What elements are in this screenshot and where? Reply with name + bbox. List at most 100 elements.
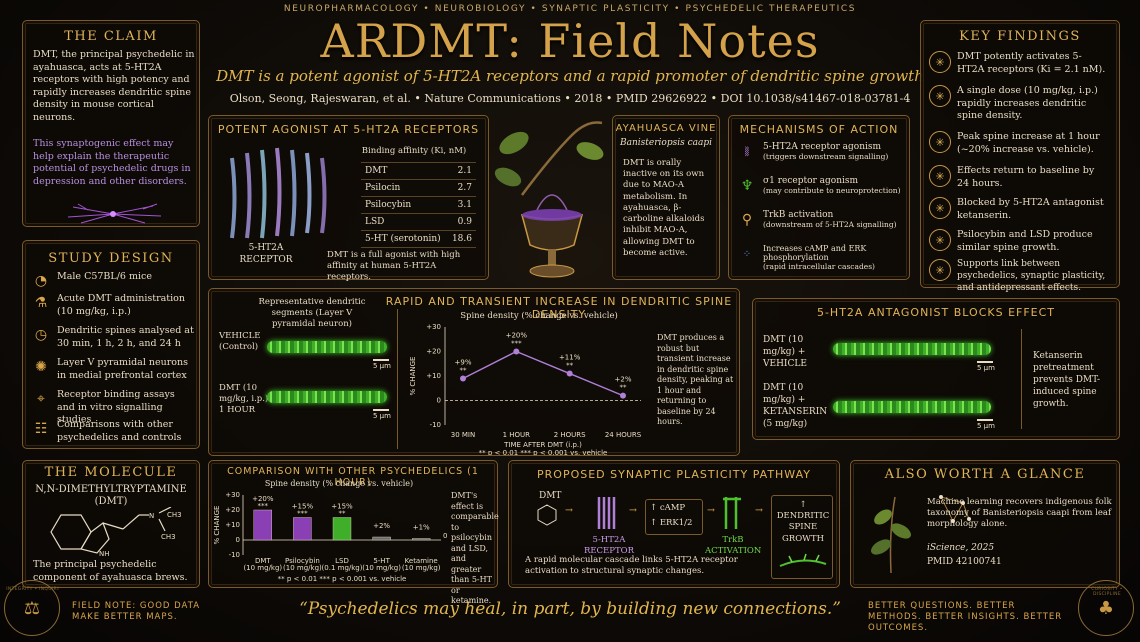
arrow-icon: → xyxy=(629,505,637,516)
molecule-title: THE MOLECULE xyxy=(44,465,178,480)
comparison-note: DMT's effect is comparable to psilocybin… xyxy=(451,491,499,606)
data-label: +11% xyxy=(559,354,581,362)
finding-item: ✳ A single dose (10 mg/kg, i.p.) rapidly … xyxy=(929,85,1115,123)
atom-n: N xyxy=(149,512,154,520)
mechanisms-panel: MECHANISMS OF ACTION ⧚ 5-HT2A receptor a… xyxy=(728,115,910,280)
x-axis-label: TIME AFTER DMT (i.p.) xyxy=(503,441,582,449)
line-chart: -100+10+20+30% CHANGE +9%**30 MIN+20%***1… xyxy=(409,323,642,455)
spine-summary: DMT produces a robust but transient incr… xyxy=(657,333,734,427)
data-label: +2% xyxy=(615,376,632,384)
significance-label: ** xyxy=(620,384,628,392)
bar-chart-footnote: ** p < 0.01 *** p < 0.001 vs. vehicle xyxy=(278,575,407,583)
study-item: ☷ Comparisons with other psychedelics an… xyxy=(31,419,195,444)
finding-item: ✳ DMT potently activates 5-HT2A receptors… xyxy=(929,51,1115,76)
receptor-icon: ⧚ xyxy=(744,144,750,160)
mechanism-item: ⁘ Increases cAMP and ERK phosphorylation… xyxy=(737,244,909,271)
comparison-title: COMPARISON WITH OTHER PSYCHEDELICS (1 HO… xyxy=(227,466,479,488)
y-tick-label: 0 xyxy=(437,397,441,405)
pathway-dmt: DMT xyxy=(539,491,562,501)
antagonist-row1-label: DMT (10 mg/kg) + VEHICLE xyxy=(763,335,807,369)
y-tick-label: 0 xyxy=(236,536,240,544)
clock-icon: ◷ xyxy=(34,327,48,343)
antagonist-title: 5-HT2A ANTAGONIST BLOCKS EFFECT xyxy=(816,306,1056,319)
dmt-label: DMT (10 mg/kg, i.p.) 1 HOUR xyxy=(219,383,269,416)
y-axis-label: % CHANGE xyxy=(213,506,221,545)
page-subtitle: DMT is a potent agonist of 5-HT2A recept… xyxy=(216,67,924,85)
pathway-panel: PROPOSED SYNAPTIC PLASTICITY PATHWAY DMT… xyxy=(508,460,840,588)
claim-body-secondary: This synaptogenic effect may help explai… xyxy=(33,138,191,187)
mechanism-item: ⧚ 5-HT2A receptor agonism (triggers downs… xyxy=(737,142,889,162)
segments-label: Representative dendritic segments (Layer… xyxy=(258,297,366,330)
footer-quote: “Psychedelics may heal, in part, by buil… xyxy=(299,599,841,619)
y-tick-label: -10 xyxy=(430,421,441,429)
trkb-icon: ⚲ xyxy=(741,212,753,228)
key-findings-title: KEY FINDINGS xyxy=(959,29,1081,44)
data-label: +15% xyxy=(331,503,353,511)
x-tick-label: Psilocybin xyxy=(285,557,320,565)
agonist-title: POTENT AGONIST AT 5-HT2A RECEPTORS xyxy=(217,123,480,136)
leaf-illustration xyxy=(871,496,911,574)
tree-icon: ♣ xyxy=(1097,597,1115,619)
finding-item: ✳ Peak spine increase at 1 hour (~20% inc… xyxy=(929,131,1115,156)
atom-nh: NH xyxy=(99,550,110,557)
dose-label: (0.1 mg/kg) xyxy=(322,564,363,572)
neuron-icon: ✺ xyxy=(35,359,47,375)
x-tick-label: 5-HT xyxy=(373,557,390,565)
receptor-label: 5-HT2A RECEPTOR xyxy=(239,243,293,265)
bar xyxy=(293,517,312,541)
x-tick-label: 1 HOUR xyxy=(503,431,531,439)
study-design-title: STUDY DESIGN xyxy=(48,251,174,266)
study-item: ⚗ Acute DMT administration (10 mg/kg, i.… xyxy=(31,293,195,318)
pathway-caption: A rapid molecular cascade links 5-HT2A r… xyxy=(525,555,738,577)
study-item: ◷ Dendritic spines analysed at 30 min, 1… xyxy=(31,325,195,350)
data-label: +15% xyxy=(292,503,314,511)
molecule-name: N,N-DIMETHYLTRYPTAMINE xyxy=(35,484,187,495)
page-title: ARDMT: Field Notes xyxy=(320,14,820,68)
antagonist-row2-label: DMT (10 mg/kg) + KETANSERIN (5 mg/kg) xyxy=(763,383,828,429)
arrow-icon: → xyxy=(755,505,763,516)
claim-panel: THE CLAIM DMT, the principal psychedelic… xyxy=(22,20,200,227)
y-axis-label: % CHANGE xyxy=(409,357,417,396)
y-tick-label: +20 xyxy=(426,348,441,356)
glance-body: Machine learning recovers indigenous fol… xyxy=(927,497,1112,530)
dendrite-icon xyxy=(779,553,827,567)
pathway-cascade-box: ↑ cAMP ↑ ERK1/2 xyxy=(645,499,703,535)
molecule-caption: The principal psychedelic component of a… xyxy=(33,559,188,583)
mechanisms-title: MECHANISMS OF ACTION xyxy=(739,123,899,136)
x-tick-label: Ketamine xyxy=(405,557,438,565)
chart-icon: ☷ xyxy=(34,421,48,437)
star-icon: ✳ xyxy=(929,131,951,153)
footer-right: BETTER QUESTIONS. BETTER METHODS. BETTER… xyxy=(868,601,1063,634)
zero-annotation: 0% xyxy=(443,532,447,540)
significance-label: ** xyxy=(566,362,574,370)
antagonist-panel: 5-HT2A ANTAGONIST BLOCKS EFFECT DMT (10 … xyxy=(752,298,1120,440)
star-icon: ✳ xyxy=(929,85,951,107)
dendrite-vehicle xyxy=(267,341,387,353)
mouse-icon: ◔ xyxy=(34,273,48,289)
pathway-trkb: TrkB ACTIVATION xyxy=(705,535,762,557)
line-chart-footnote: ** p < 0.01 *** p < 0.001 vs. vehicle xyxy=(479,449,608,455)
claim-title: THE CLAIM xyxy=(64,29,158,44)
x-tick-label: DMT xyxy=(255,557,271,565)
pathway-receptor: 5-HT2A RECEPTOR xyxy=(583,535,635,557)
series-line xyxy=(462,350,624,397)
atom-ch3-a: CH3 xyxy=(167,511,182,519)
significance-label: ** xyxy=(460,366,468,374)
receptor-illustration xyxy=(230,147,327,239)
star-icon: ✳ xyxy=(929,165,951,187)
arrow-icon: → xyxy=(707,505,715,516)
finding-item: ✳ Psilocybin and LSD produce similar spin… xyxy=(929,229,1115,254)
significance-label: *** xyxy=(258,502,269,510)
key-findings-panel: KEY FINDINGS ✳ DMT potently activates 5-H… xyxy=(920,20,1120,293)
bar xyxy=(372,536,391,541)
spine-title: RAPID AND TRANSIENT INCREASE IN DENDRITI… xyxy=(385,295,733,321)
molecule-panel: THE MOLECULE N,N-DIMETHYLTRYPTAMINE (DMT… xyxy=(22,460,200,588)
dose-label: (10 mg/kg) xyxy=(283,564,322,572)
finding-item: ✳ Effects return to baseline by 24 hours. xyxy=(929,165,1115,190)
finding-item: ✳ Blocked by 5-HT2A antagonist ketanserin… xyxy=(929,197,1115,222)
study-item: ✺ Layer V pyramidal neurons in medial pr… xyxy=(31,357,195,382)
study-design-panel: STUDY DESIGN ◔ Male C57BL/6 mice ⚗ Acute… xyxy=(22,240,200,449)
citation: Olson, Seong, Rajeswaran, et al. • Natur… xyxy=(229,92,911,105)
ayahuasca-chalice-illustration xyxy=(494,121,604,278)
x-tick-label: LSD xyxy=(335,557,349,565)
